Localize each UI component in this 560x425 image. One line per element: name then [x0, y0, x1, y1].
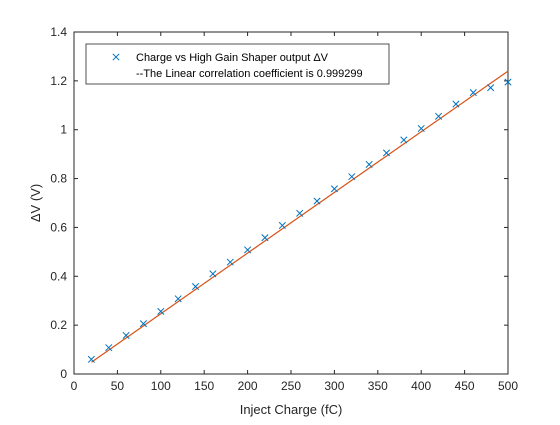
y-tick-label: 0.8	[50, 172, 67, 186]
data-point	[157, 307, 165, 316]
data-point	[244, 246, 252, 254]
y-tick-label: 0.6	[50, 220, 67, 234]
fit-line-series	[91, 70, 509, 363]
legend-entry-fit-line: --The Linear correlation coefficient is …	[136, 68, 363, 80]
fit-line	[91, 70, 509, 363]
x-tick-label: 200	[238, 379, 258, 393]
y-tick-label: 0	[60, 367, 67, 381]
data-point	[191, 282, 200, 291]
data-point	[87, 355, 95, 363]
data-point	[452, 100, 460, 108]
x-tick-label: 0	[71, 379, 78, 393]
x-tick-label: 350	[368, 379, 388, 393]
scatter-series	[87, 78, 512, 363]
legend-box	[85, 43, 390, 85]
data-point	[330, 185, 338, 193]
data-point	[435, 112, 443, 120]
y-tick-label: 1.2	[50, 74, 67, 88]
legend-marker-icon	[112, 53, 120, 61]
data-point	[400, 136, 408, 144]
x-tick-label: 150	[194, 379, 214, 393]
data-point	[348, 173, 356, 181]
legend: Charge vs High Gain Shaper output ΔV --T…	[85, 43, 390, 85]
data-point	[504, 78, 512, 86]
data-point	[382, 149, 391, 157]
y-tick-label: 1.4	[50, 25, 67, 39]
data-point	[469, 89, 477, 97]
data-point	[139, 320, 147, 328]
x-tick-label: 400	[411, 379, 431, 393]
x-tick-label: 250	[281, 379, 301, 393]
data-point	[122, 331, 130, 339]
y-tick-label: 0.2	[50, 318, 67, 332]
x-tick-label: 100	[151, 379, 171, 393]
x-tick-label: 450	[455, 379, 475, 393]
data-point	[209, 270, 217, 278]
x-tick-label: 50	[111, 379, 125, 393]
data-point	[261, 234, 269, 242]
ticks: 0 50 100 150 200 250 300 350 400 450 500 0 0.2 0.4 0.6…	[50, 25, 518, 393]
plot-area	[73, 31, 509, 375]
data-point	[296, 209, 304, 217]
data-point	[487, 84, 495, 92]
x-axis-label: Inject Charge (fC)	[240, 402, 343, 417]
x-tick-label: 300	[324, 379, 344, 393]
data-point	[365, 160, 373, 168]
y-axis-label: ΔV (V)	[28, 184, 43, 222]
legend-entry-scatter: Charge vs High Gain Shaper output ΔV	[136, 52, 329, 64]
x-tick-label: 500	[498, 379, 518, 393]
data-point	[105, 344, 113, 352]
data-point	[174, 295, 182, 303]
data-point	[226, 258, 234, 266]
data-point	[313, 197, 321, 205]
y-tick-label: 1	[60, 123, 67, 137]
y-tick-label: 0.4	[50, 269, 67, 283]
data-point	[278, 221, 286, 230]
data-point	[417, 124, 425, 133]
